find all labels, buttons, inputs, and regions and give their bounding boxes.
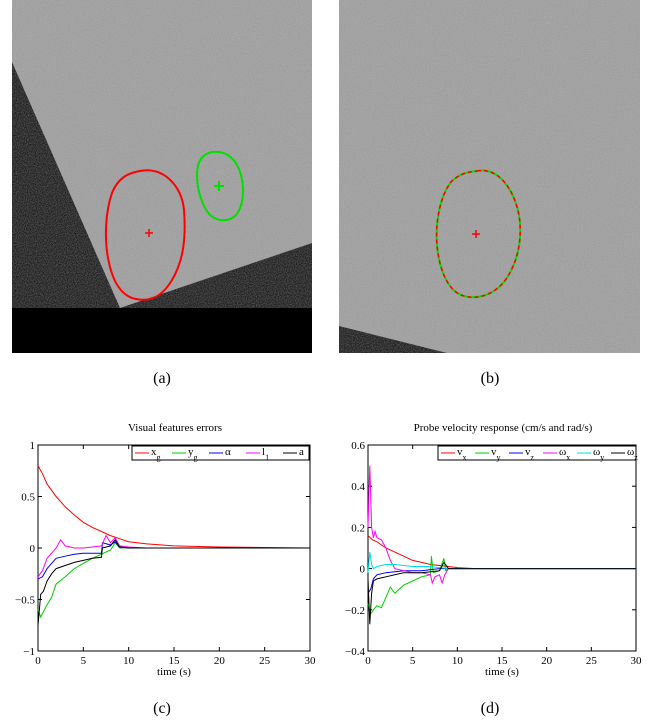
chart-d-legend-label-sub: x: [463, 453, 467, 462]
chart-d-series-5-line: [367, 561, 636, 625]
caption-c: (c): [153, 700, 171, 717]
chart-c-ytick-label: 0: [30, 543, 36, 555]
chart-c-title: Visual features errors: [127, 422, 223, 434]
chart-d: 0 5 10 15 20 25 30 −0.4 −0.2 0 0.2 0.4 0.6 time (s) vx…: [326, 436, 651, 678]
chart-d-xtick-label: 15: [497, 655, 509, 667]
chart-c-svg: 0 5 10 15 20 25 30 −1 −0.5 0 0.5 1 time (s) xg yg α l1 a: [15, 440, 317, 678]
red-contour-b: [435, 169, 521, 298]
chart-c-legend-label-sub: g: [194, 453, 198, 462]
chart-d-legend-label-sub: x: [566, 453, 570, 462]
chart-c-xtick-label: 15: [169, 655, 181, 667]
chart-c-legend-label: xg: [151, 446, 161, 462]
chart-d-legend-label: ωz: [627, 446, 638, 462]
chart-d-axes-box: [367, 444, 637, 652]
chart-d-legend-label: ωx: [559, 446, 570, 462]
chart-d-xtick-label: 5: [410, 655, 416, 667]
chart-d-xtick-label: 30: [631, 655, 643, 667]
red-centroid-a: [145, 229, 153, 237]
chart-d-ytick-label: −0.2: [345, 605, 365, 617]
chart-c-xtick-label: 0: [35, 655, 41, 667]
caption-d: (d): [480, 700, 500, 717]
chart-c-series-4-line: [37, 538, 310, 626]
chart-d-title: Probe velocity response (cm/s and rad/s): [413, 422, 593, 434]
chart-c-ytick-label: −1: [23, 646, 35, 658]
chart-d-xlabel: time (s): [485, 666, 519, 678]
chart-c-legend-label: l1: [262, 446, 269, 462]
green-contour-a: [195, 150, 245, 222]
chart-c-series-3-line: [37, 534, 310, 578]
chart-c: 0 5 10 15 20 25 30 −1 −0.5 0 0.5 1 time (s) xg yg α l1 a: [0, 436, 325, 678]
chart-c-legend-label: α: [225, 446, 231, 458]
red-contour-a: [104, 169, 186, 301]
chart-d-svg: 0 5 10 15 20 25 30 −0.4 −0.2 0 0.2 0.4 0.6 time (s) vx…: [345, 440, 643, 678]
chart-d-xtick-label: 20: [541, 655, 553, 667]
chart-d-series-3-line: [367, 465, 636, 585]
chart-d-legend-label: vx: [457, 446, 467, 462]
chart-c-ytick-label: −0.5: [15, 595, 35, 607]
chart-c-legend-label: a: [299, 446, 304, 458]
chart-d-legend-label: ωy: [593, 446, 604, 462]
caption-b: (b): [480, 370, 500, 387]
caption-a: (a): [153, 370, 171, 387]
chart-c-xlabel: time (s): [157, 666, 191, 678]
chart-d-legend-label: vy: [491, 446, 501, 462]
chart-d-series-0-line: [367, 535, 636, 570]
chart-d-legend-label-sub: z: [634, 453, 638, 462]
chart-c-legend-label: yg: [188, 446, 198, 462]
chart-d-legend-label-sub: z: [531, 453, 535, 462]
chart-c-legend-label-sub: 1: [265, 453, 269, 462]
chart-c-series-0-line: [37, 465, 311, 549]
chart-c-xtick-label: 25: [259, 655, 271, 667]
chart-d-xtick-label: 10: [452, 655, 464, 667]
chart-d-ytick-label: 0.2: [351, 522, 365, 534]
chart-c-ytick-label: 0.5: [21, 492, 35, 504]
chart-d-ytick-label: 0.4: [351, 481, 365, 493]
green-centroid-a: [214, 181, 224, 191]
chart-c-xtick-label: 20: [214, 655, 226, 667]
chart-c-xtick-label: 30: [305, 655, 317, 667]
chart-c-xtick-label: 5: [81, 655, 87, 667]
ultrasound-image-b: [339, 0, 640, 353]
chart-d-xtick-label: 25: [586, 655, 598, 667]
chart-d-ytick-label: 0: [360, 564, 366, 576]
chart-d-series-1-line: [367, 556, 636, 616]
ultrasound-image-a: [12, 0, 312, 353]
chart-d-series-4-line: [367, 552, 636, 573]
chart-d-ytick-label: −0.4: [345, 646, 365, 658]
chart-d-legend-label: vz: [525, 446, 535, 462]
chart-d-xtick-label: 0: [365, 655, 371, 667]
chart-d-ytick-label: 0.6: [351, 440, 365, 452]
red-centroid-b: [472, 230, 480, 238]
chart-c-ytick-label: 1: [30, 440, 36, 452]
chart-d-legend-label-sub: y: [497, 453, 501, 462]
chart-c-xtick-label: 10: [123, 655, 135, 667]
chart-c-legend-label-sub: g: [157, 453, 161, 462]
chart-d-legend: [437, 445, 637, 461]
chart-d-legend-label-sub: y: [600, 453, 604, 462]
